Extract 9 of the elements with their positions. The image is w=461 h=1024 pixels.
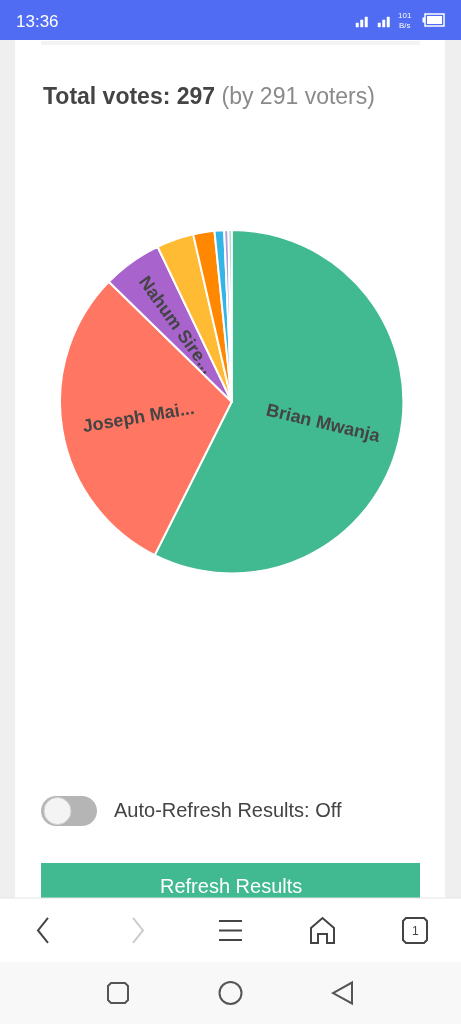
text: 101 B/s	[398, 11, 412, 31]
slice-label: Brian Mwanja	[264, 399, 383, 447]
text: 1	[412, 924, 419, 938]
chart-subtitle: (by 291 voters)	[221, 83, 375, 109]
text: 13:36	[16, 12, 59, 31]
text: Refresh Results	[160, 875, 303, 897]
slice-label: Joseph Mai...	[81, 397, 196, 437]
chart-title: Total votes: 297	[43, 83, 216, 109]
text: Auto-Refresh Results: Off	[114, 799, 342, 821]
